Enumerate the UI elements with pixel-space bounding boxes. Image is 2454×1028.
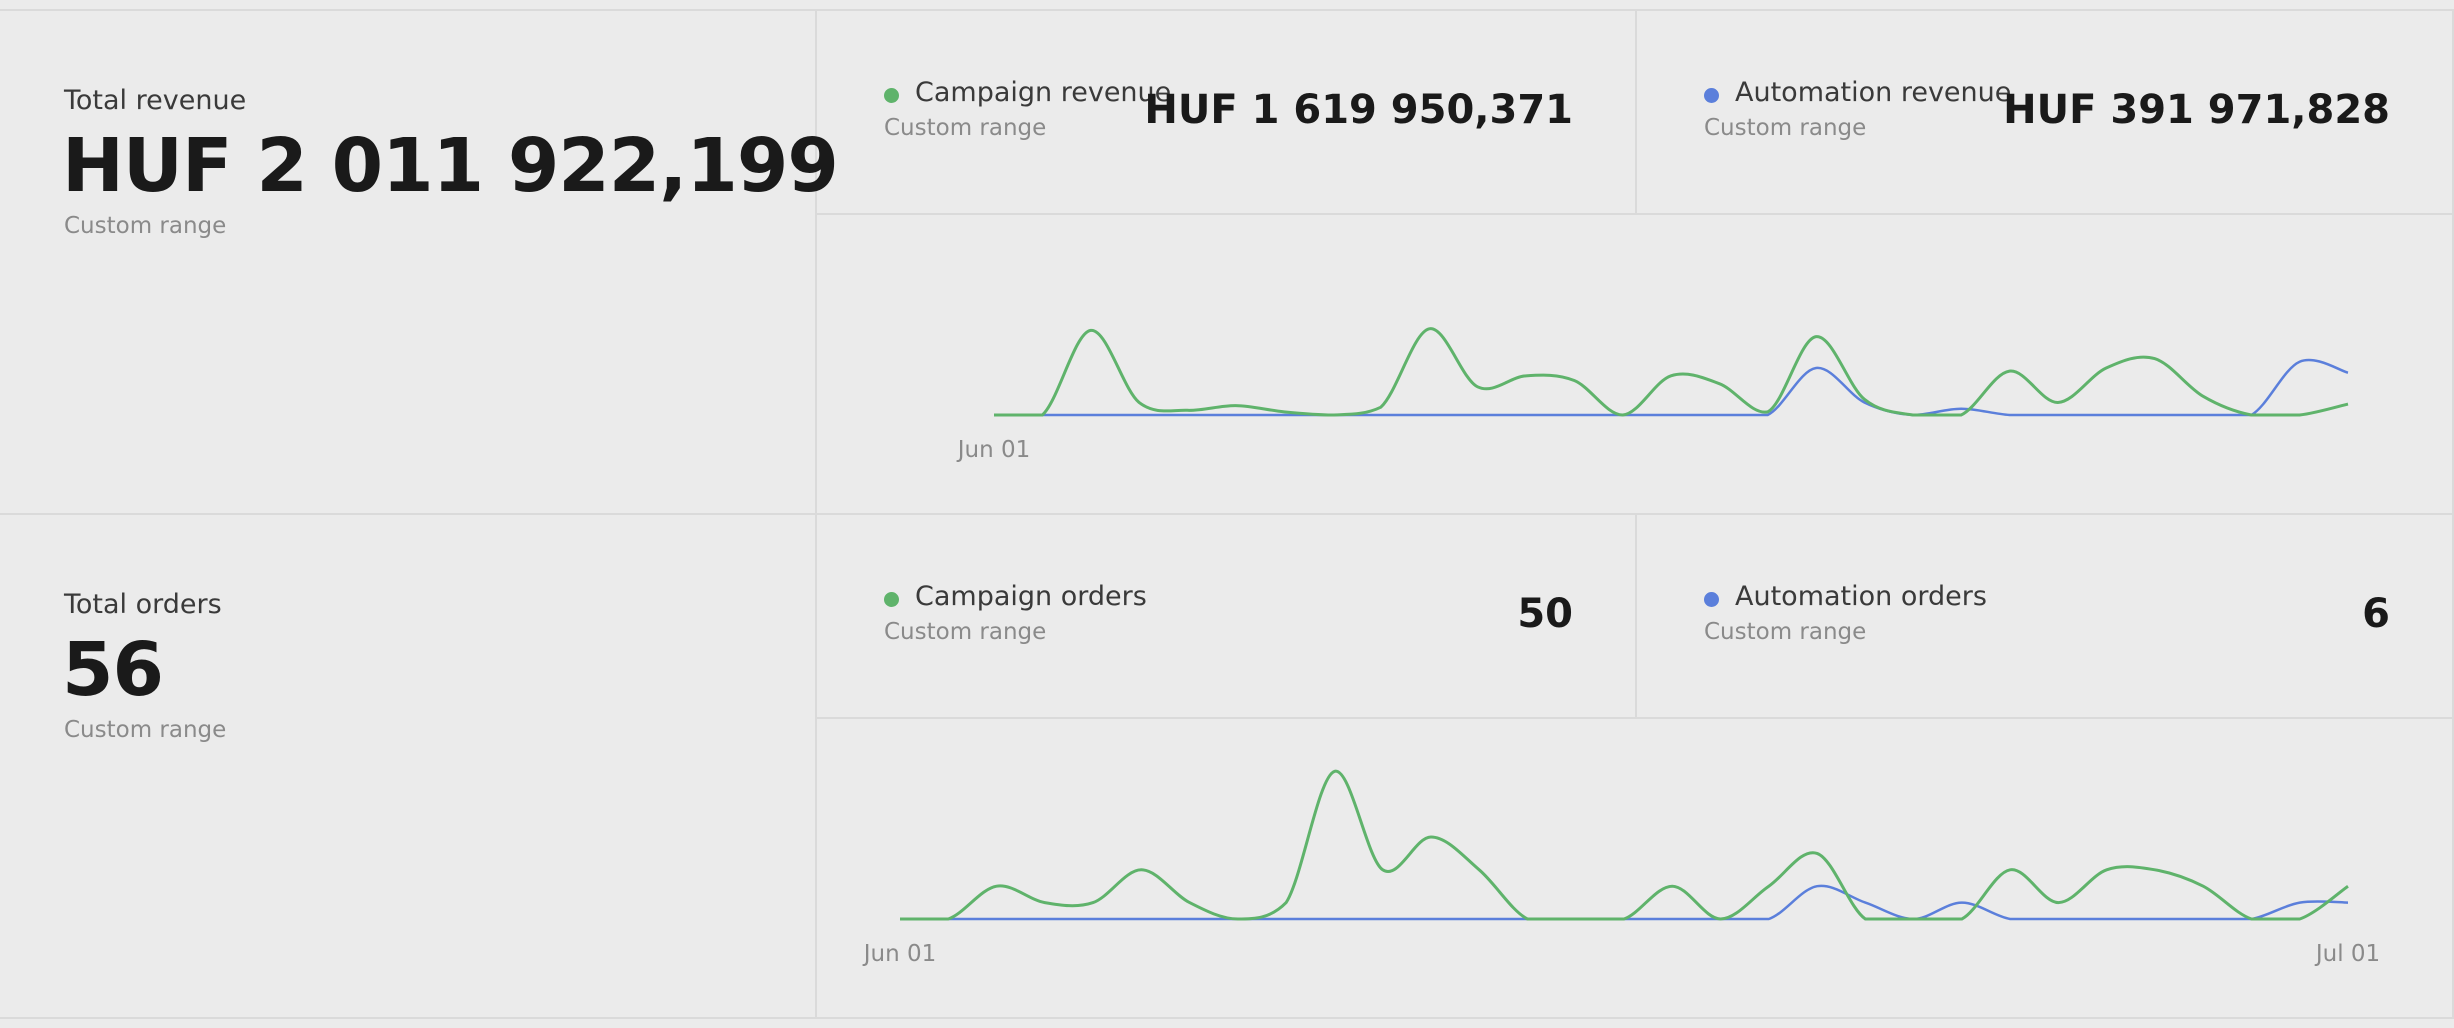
legend-dot <box>884 592 899 607</box>
chart-card <box>817 719 2454 1019</box>
metric-period: Custom range <box>1704 619 1867 645</box>
metric-card <box>1637 11 2454 215</box>
metric-period: Custom range <box>884 115 1047 141</box>
metric-period: Custom range <box>884 619 1047 645</box>
legend-dot <box>1704 88 1719 103</box>
total-label: Total orders <box>64 589 222 620</box>
metric-card <box>817 515 1637 719</box>
legend-dot <box>884 88 899 103</box>
total-period: Custom range <box>64 213 227 239</box>
chart: Jun 01 <box>956 327 2349 463</box>
series-line <box>900 769 2349 921</box>
metric-label: Automation revenue <box>1735 77 2012 108</box>
legend-dot <box>1704 592 1719 607</box>
total-value: HUF 2 011 922,199 <box>62 123 839 209</box>
x-tick-label: Jul 01 <box>2314 941 2380 967</box>
chart-card <box>817 215 2454 515</box>
total-value: 56 <box>62 627 164 713</box>
metric-label: Automation orders <box>1735 581 1987 612</box>
x-tick-label: Jun 01 <box>956 437 1031 463</box>
total-card <box>0 515 817 1019</box>
metric-value: HUF 1 619 950,371 <box>1144 87 1573 133</box>
total-card <box>0 11 817 515</box>
chart: Jun 01 Jul 01 <box>862 769 2380 967</box>
total-period: Custom range <box>64 717 227 743</box>
series-line <box>900 884 2349 921</box>
total-label: Total revenue <box>64 85 247 116</box>
metric-card <box>1637 515 2454 719</box>
metric-value: HUF 391 971,828 <box>2003 87 2390 133</box>
top-border <box>0 0 2454 11</box>
metric-label: Campaign orders <box>915 581 1147 612</box>
metric-label: Campaign revenue <box>915 77 1172 108</box>
metric-value: 50 <box>1517 591 1573 637</box>
x-tick-label: Jun 01 <box>862 941 937 967</box>
metric-period: Custom range <box>1704 115 1867 141</box>
series-line <box>994 358 2349 417</box>
metric-card <box>817 11 1637 215</box>
metric-value: 6 <box>2362 591 2390 637</box>
series-line <box>994 327 2349 417</box>
